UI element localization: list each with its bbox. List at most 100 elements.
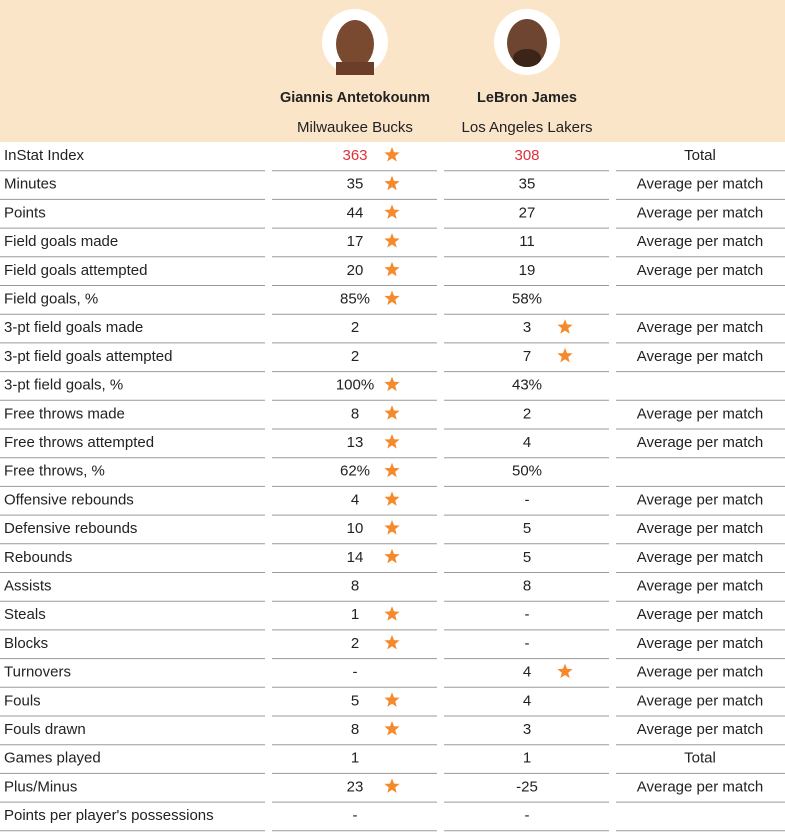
header-band: [0, 0, 785, 142]
row-note: Average per match: [637, 434, 763, 451]
stat-value: 2: [351, 348, 359, 365]
stat-value: 85%: [340, 290, 370, 307]
row-note: Average per match: [637, 262, 763, 279]
row-label: 3-pt field goals made: [4, 319, 143, 336]
stat-value: 100%: [336, 377, 374, 394]
star: [384, 491, 400, 506]
row-label: Points: [4, 204, 46, 221]
stat-value: 3: [523, 319, 531, 336]
star: [384, 606, 400, 621]
stat-value: 8: [523, 577, 531, 594]
star: [384, 634, 400, 650]
stat-value: 14: [347, 549, 364, 566]
stat-value: 50%: [512, 463, 542, 480]
row-label: Free throws made: [4, 405, 125, 422]
row-note: Average per match: [637, 491, 763, 508]
stat-value: 35: [347, 176, 364, 193]
row-note: Average per match: [637, 549, 763, 566]
row-note: Average per match: [637, 204, 763, 221]
star: [384, 721, 400, 736]
stat-value: 5: [351, 692, 359, 709]
star: [384, 290, 400, 305]
star: [384, 548, 400, 564]
stat-value: 8: [351, 721, 359, 738]
stat-value: 363: [342, 147, 367, 164]
row-label: Points per player's possessions: [4, 807, 214, 824]
row-note: Average per match: [637, 319, 763, 336]
row-label: Offensive rebounds: [4, 491, 134, 508]
star: [384, 778, 400, 793]
star: [384, 462, 400, 478]
avatar: [494, 9, 560, 75]
row-label: Field goals, %: [4, 290, 98, 307]
stat-value: 20: [347, 262, 364, 279]
stat-value: 17: [347, 233, 364, 250]
row-label: 3-pt field goals attempted: [4, 348, 172, 365]
stat-value: -: [525, 606, 530, 623]
row-note: Average per match: [637, 635, 763, 652]
row-label: InStat Index: [4, 147, 85, 164]
stat-value: 43%: [512, 377, 542, 394]
stat-value: 308: [514, 147, 539, 164]
star: [384, 434, 400, 449]
avatar: [322, 9, 388, 75]
star: [384, 405, 400, 420]
player-name: Giannis Antetokounm: [280, 90, 430, 106]
stat-value: 2: [351, 319, 359, 336]
star: [384, 520, 400, 535]
row-note: Average per match: [637, 176, 763, 193]
row-note: Average per match: [637, 778, 763, 795]
stat-value: 2: [351, 635, 359, 652]
star: [384, 692, 400, 707]
stat-value: 5: [523, 549, 531, 566]
star: [384, 204, 400, 219]
stat-value: -: [525, 491, 530, 508]
row-note: Average per match: [637, 233, 763, 250]
stat-value: 23: [347, 778, 364, 795]
star: [384, 261, 400, 277]
stat-value: 11: [519, 233, 535, 250]
star: [384, 175, 400, 191]
stat-value: -: [525, 807, 530, 824]
star: [557, 319, 573, 334]
row-label: Fouls drawn: [4, 721, 86, 738]
stat-value: -: [353, 807, 358, 824]
row-label: Defensive rebounds: [4, 520, 137, 537]
row-label: Field goals made: [4, 233, 118, 250]
row-label: Minutes: [4, 176, 57, 193]
star: [384, 147, 400, 162]
row-label: Rebounds: [4, 549, 72, 566]
stat-value: 19: [519, 262, 536, 279]
row-note: Average per match: [637, 577, 763, 594]
row-note: Average per match: [637, 348, 763, 365]
stat-value: 13: [347, 434, 364, 451]
player-team: Los Angeles Lakers: [462, 119, 593, 136]
stat-value: 4: [523, 664, 531, 681]
stat-value: 5: [523, 520, 531, 537]
stat-value: 4: [351, 491, 359, 508]
stat-value: 27: [519, 204, 536, 221]
stat-value: -: [353, 664, 358, 681]
row-note: Average per match: [637, 606, 763, 623]
stat-value: 8: [351, 405, 359, 422]
player-name: LeBron James: [477, 90, 577, 106]
stat-value: 1: [523, 750, 531, 767]
row-label: Fouls: [4, 692, 41, 709]
stat-value: 3: [523, 721, 531, 738]
row-note: Average per match: [637, 721, 763, 738]
row-note: Average per match: [637, 664, 763, 681]
stat-value: 10: [347, 520, 364, 537]
stat-value: 44: [347, 204, 364, 221]
stat-value: 7: [523, 348, 531, 365]
stat-value: 2: [523, 405, 531, 422]
row-note: Total: [684, 147, 716, 164]
row-label: Blocks: [4, 635, 48, 652]
stat-value: 35: [519, 176, 536, 193]
stat-value: 8: [351, 577, 359, 594]
stat-value: 1: [351, 606, 359, 623]
row-label: Steals: [4, 606, 46, 623]
stat-value: 4: [523, 692, 531, 709]
row-label: Assists: [4, 577, 52, 594]
